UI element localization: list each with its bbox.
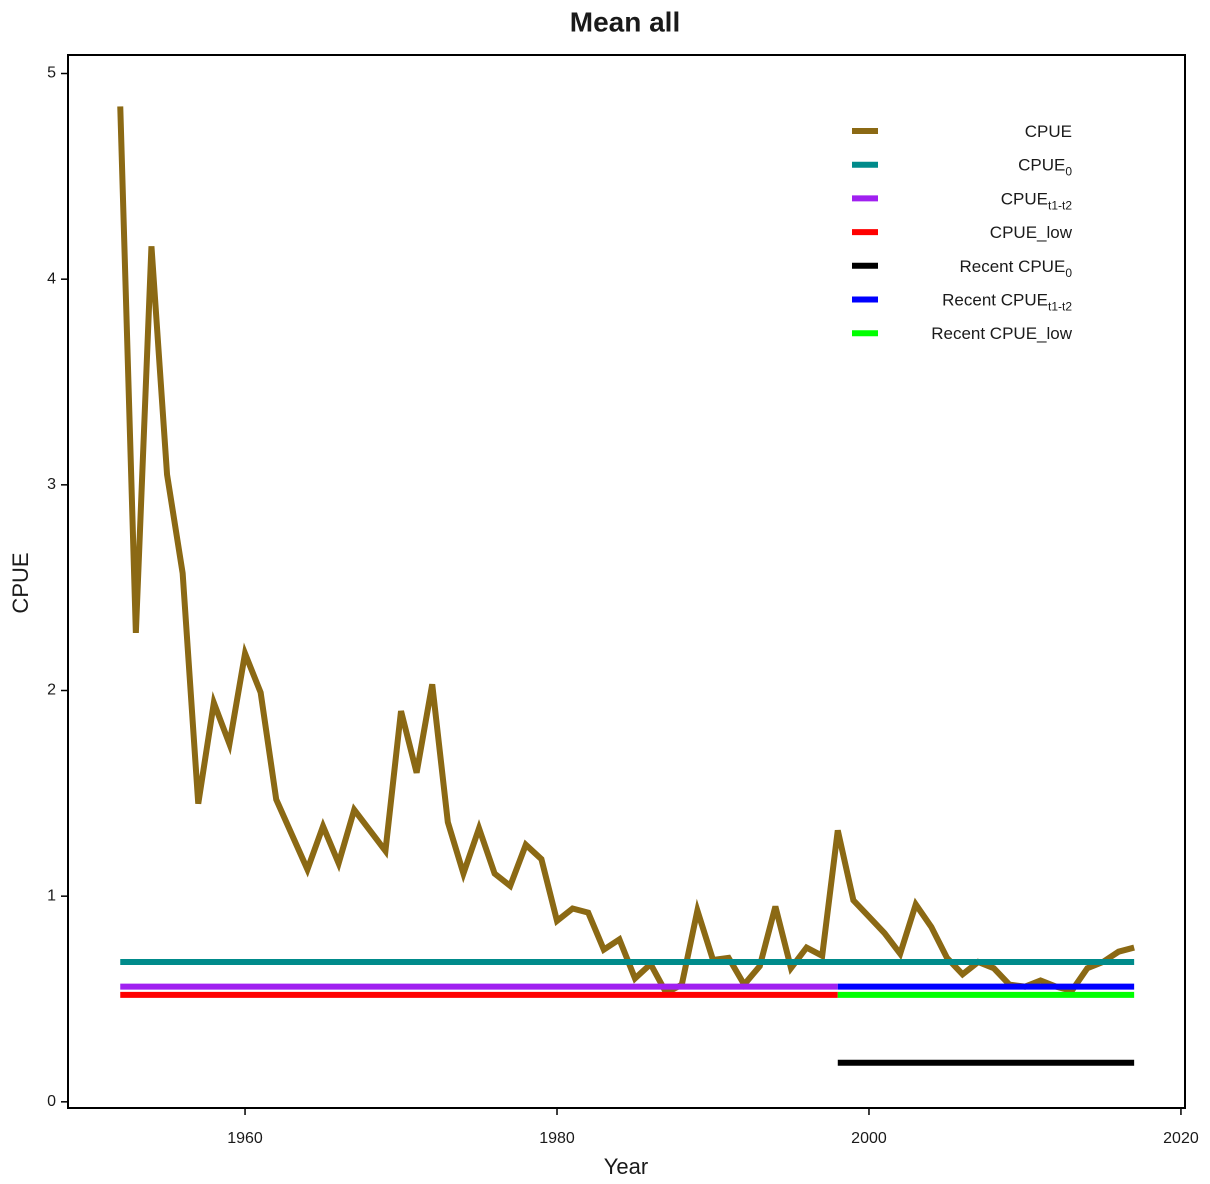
y-tick-label: 0	[47, 1093, 56, 1110]
legend-name: CPUE	[1025, 122, 1072, 141]
legend-label: CPUEt1-t2	[1001, 190, 1073, 213]
legend-label: CPUE	[1025, 122, 1072, 141]
series-line	[117, 106, 1135, 997]
legend-name: CPUE_low	[990, 224, 1073, 243]
legend-name: CPUE	[1001, 190, 1048, 209]
x-tick-label: 2000	[851, 1130, 887, 1147]
legend-subscript: t1-t2	[1048, 199, 1072, 213]
legend-label: Recent CPUEt1-t2	[942, 291, 1072, 314]
y-tick-label: 2	[47, 682, 56, 699]
x-tick-label: 1980	[539, 1130, 575, 1147]
x-tick-label: 1960	[227, 1130, 263, 1147]
legend-name: Recent CPUE	[942, 291, 1048, 310]
legend-label: CPUE_low	[990, 224, 1073, 243]
legend-name: CPUE	[1018, 156, 1065, 175]
legend-subscript: t1-t2	[1048, 300, 1072, 314]
y-axis-label: CPUE	[8, 552, 33, 613]
y-tick-label: 5	[47, 65, 56, 82]
x-tick-label: 2020	[1163, 1130, 1199, 1147]
legend-name: Recent CPUE	[959, 257, 1065, 276]
legend-label: CPUE0	[1018, 156, 1072, 179]
plot-frame	[67, 54, 1186, 1109]
legend-label: Recent CPUE_low	[931, 325, 1073, 344]
legend-label: Recent CPUE0	[959, 257, 1072, 280]
x-axis-label: Year	[604, 1154, 648, 1179]
legend-subscript: 0	[1065, 165, 1072, 179]
legend-name: Recent CPUE_low	[931, 325, 1073, 344]
y-tick-label: 1	[47, 887, 56, 904]
chart-title: Mean all	[570, 6, 680, 37]
y-tick-label: 4	[47, 270, 56, 287]
y-tick-label: 3	[47, 476, 56, 493]
legend-subscript: 0	[1065, 266, 1072, 280]
